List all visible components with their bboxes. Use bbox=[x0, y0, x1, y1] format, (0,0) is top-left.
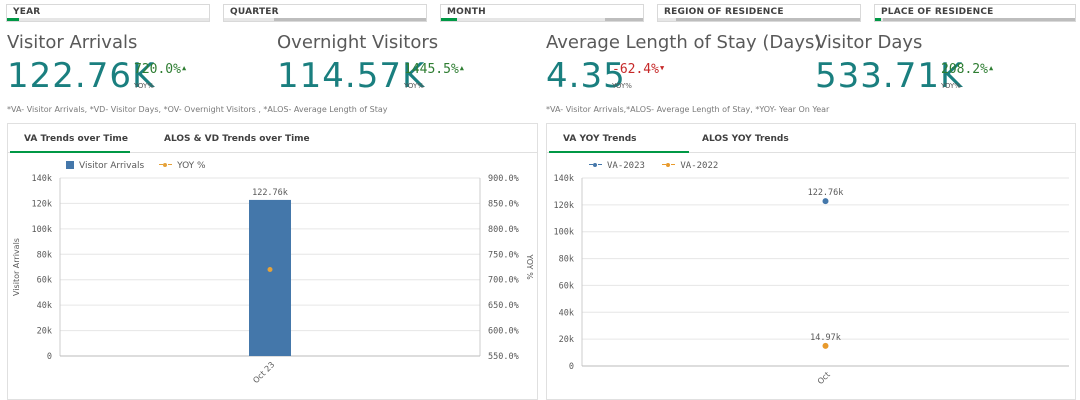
legend-item-va-2023: VA-2023 bbox=[589, 161, 645, 171]
filter-year-label: YEAR bbox=[13, 7, 41, 17]
dot-legend-marker-icon bbox=[666, 163, 671, 167]
trend-up-icon: ▲ bbox=[459, 64, 465, 72]
x-tick-label: Oct bbox=[816, 370, 832, 386]
legend-item-yoy: YOY % bbox=[159, 161, 206, 171]
filter-region-label: REGION OF RESIDENCE bbox=[664, 7, 784, 17]
kpi-visitor-days: Visitor Days 533.71K 208.2%▲ YOY% bbox=[815, 32, 993, 96]
filter-region-excluded-indicator bbox=[676, 18, 860, 21]
y2-tick-label: 550.0% bbox=[488, 352, 519, 362]
kpi-visitor-arrivals: Visitor Arrivals 122.76K 720.0%▲ YOY% bbox=[7, 32, 186, 96]
y2-tick-label: 700.0% bbox=[488, 276, 519, 286]
filter-month[interactable]: MONTH bbox=[440, 4, 644, 22]
kpi-value: 4.35 bbox=[546, 56, 626, 96]
filter-month-excluded-indicator bbox=[605, 18, 643, 21]
chart-legend: Visitor Arrivals YOY % bbox=[66, 161, 218, 171]
kpi-overnight-visitors: Overnight Visitors 114.57K 1445.5%▲ YOY% bbox=[277, 32, 464, 96]
y-tick-label: 60k bbox=[37, 276, 52, 286]
y-tick-label: 120k bbox=[32, 199, 52, 209]
legend-item-visitor-arrivals: Visitor Arrivals bbox=[66, 161, 144, 171]
dot-legend-marker-icon bbox=[593, 163, 597, 167]
tab-va-yoy-trends[interactable]: VA YOY Trends bbox=[549, 124, 689, 153]
filter-quarter-label: QUARTER bbox=[230, 7, 279, 17]
chart-legend: VA-2023 VA-2022 bbox=[589, 161, 730, 171]
kpi-yoy-label: YOY% bbox=[941, 82, 961, 90]
filter-month-label: MONTH bbox=[447, 7, 486, 17]
trend-down-icon: ▼ bbox=[659, 64, 665, 72]
y2-tick-label: 750.0% bbox=[488, 250, 519, 260]
y2-tick-label: 800.0% bbox=[488, 225, 519, 235]
kpi-value: 114.57K bbox=[277, 56, 426, 96]
filter-region-of-residence[interactable]: REGION OF RESIDENCE bbox=[657, 4, 861, 22]
filter-place-selected-indicator bbox=[875, 18, 881, 21]
footnote-right: *VA- Visitor Arrivals,*ALOS- Average Len… bbox=[546, 105, 830, 114]
x-tick-label: Oct 23 bbox=[251, 360, 276, 385]
kpi-value: 122.76K bbox=[7, 56, 156, 96]
va-yoy-chart: 0 20k 40k 60k 80k 100k 120k 140k 122.76k 14.97k Oc… bbox=[554, 174, 1069, 386]
kpi-yoy-label: YOY% bbox=[404, 82, 424, 90]
y-tick-label: 140k bbox=[554, 174, 574, 184]
filter-quarter-excluded-indicator bbox=[274, 18, 426, 21]
y-tick-label: 0 bbox=[47, 352, 52, 362]
kpi-yoy-change: 1445.5%▲ bbox=[404, 62, 465, 77]
kpi-yoy-label: YOY% bbox=[134, 82, 154, 90]
filter-year-selected-indicator bbox=[7, 18, 19, 21]
y-tick-label: 100k bbox=[32, 225, 52, 235]
y-tick-label: 140k bbox=[32, 174, 52, 184]
y2-tick-label: 650.0% bbox=[488, 301, 519, 311]
y-tick-label: 0 bbox=[569, 362, 574, 372]
y-tick-label: 80k bbox=[37, 250, 52, 260]
va-trends-chart: 0 20k 40k 60k 80k 100k 120k 140k 550.0% 600.0% 650… bbox=[12, 174, 534, 385]
filter-place-label: PLACE OF RESIDENCE bbox=[881, 7, 994, 17]
filter-place-excluded-indicator bbox=[883, 18, 1075, 21]
va-yoy-panel: VA YOY Trends ALOS YOY Trends VA-2023 VA… bbox=[546, 123, 1076, 400]
y-axis-title: Visitor Arrivals bbox=[12, 238, 21, 296]
y2-tick-label: 900.0% bbox=[488, 174, 519, 184]
dot-legend-marker-icon bbox=[163, 163, 168, 167]
kpi-yoy-change: 208.2%▲ bbox=[941, 62, 994, 77]
bar-data-label: 122.76k bbox=[252, 188, 288, 198]
y-tick-label: 120k bbox=[554, 201, 574, 211]
data-point-va-2022 bbox=[822, 342, 829, 349]
y2-tick-label: 600.0% bbox=[488, 327, 519, 337]
bar bbox=[249, 199, 291, 356]
kpi-value: 533.71K bbox=[815, 56, 964, 96]
tab-alos-vd-trends-over-time[interactable]: ALOS & VD Trends over Time bbox=[164, 134, 310, 144]
kpi-title: Visitor Days bbox=[815, 32, 923, 53]
footnote-left: *VA- Visitor Arrivals, *VD- Visitor Days… bbox=[7, 105, 388, 114]
y-tick-label: 20k bbox=[37, 327, 52, 337]
kpi-yoy-label: YOY% bbox=[612, 82, 632, 90]
y-tick-label: 20k bbox=[559, 335, 574, 345]
filter-place-of-residence[interactable]: PLACE OF RESIDENCE bbox=[874, 4, 1076, 22]
kpi-title: Overnight Visitors bbox=[277, 32, 439, 53]
kpi-yoy-change: 720.0%▲ bbox=[134, 62, 187, 77]
data-point-va-2023 bbox=[822, 198, 829, 205]
y-tick-label: 60k bbox=[559, 281, 574, 291]
square-legend-marker-icon bbox=[66, 161, 74, 169]
trend-up-icon: ▲ bbox=[988, 64, 994, 72]
y-tick-label: 40k bbox=[559, 308, 574, 318]
trend-up-icon: ▲ bbox=[181, 64, 187, 72]
kpi-yoy-change: -62.4%▼ bbox=[612, 62, 665, 77]
va-trends-panel: VA Trends over Time ALOS & VD Trends ove… bbox=[7, 123, 538, 400]
yoy-point bbox=[267, 267, 273, 273]
right-panel-tabs: VA YOY Trends ALOS YOY Trends bbox=[547, 124, 1075, 153]
data-label-va-2023: 122.76k bbox=[808, 188, 844, 198]
filter-month-selected-indicator bbox=[441, 18, 457, 21]
filter-quarter[interactable]: QUARTER bbox=[223, 4, 427, 22]
kpi-title: Average Length of Stay (Days) bbox=[546, 32, 822, 53]
tab-alos-yoy-trends[interactable]: ALOS YOY Trends bbox=[702, 134, 789, 144]
left-panel-tabs: VA Trends over Time ALOS & VD Trends ove… bbox=[8, 124, 537, 153]
y-tick-label: 80k bbox=[559, 255, 574, 265]
tab-va-trends-over-time[interactable]: VA Trends over Time bbox=[10, 124, 130, 153]
y2-axis-title: YOY % bbox=[525, 253, 534, 280]
kpi-average-length-of-stay: Average Length of Stay (Days) 4.35 -62.4… bbox=[546, 32, 822, 96]
legend-item-va-2022: VA-2022 bbox=[662, 161, 718, 171]
y2-tick-label: 850.0% bbox=[488, 199, 519, 209]
data-label-va-2022: 14.97k bbox=[810, 333, 841, 343]
kpi-title: Visitor Arrivals bbox=[7, 32, 138, 53]
y-tick-label: 40k bbox=[37, 301, 52, 311]
y-tick-label: 100k bbox=[554, 228, 574, 238]
filter-year[interactable]: YEAR bbox=[6, 4, 210, 22]
